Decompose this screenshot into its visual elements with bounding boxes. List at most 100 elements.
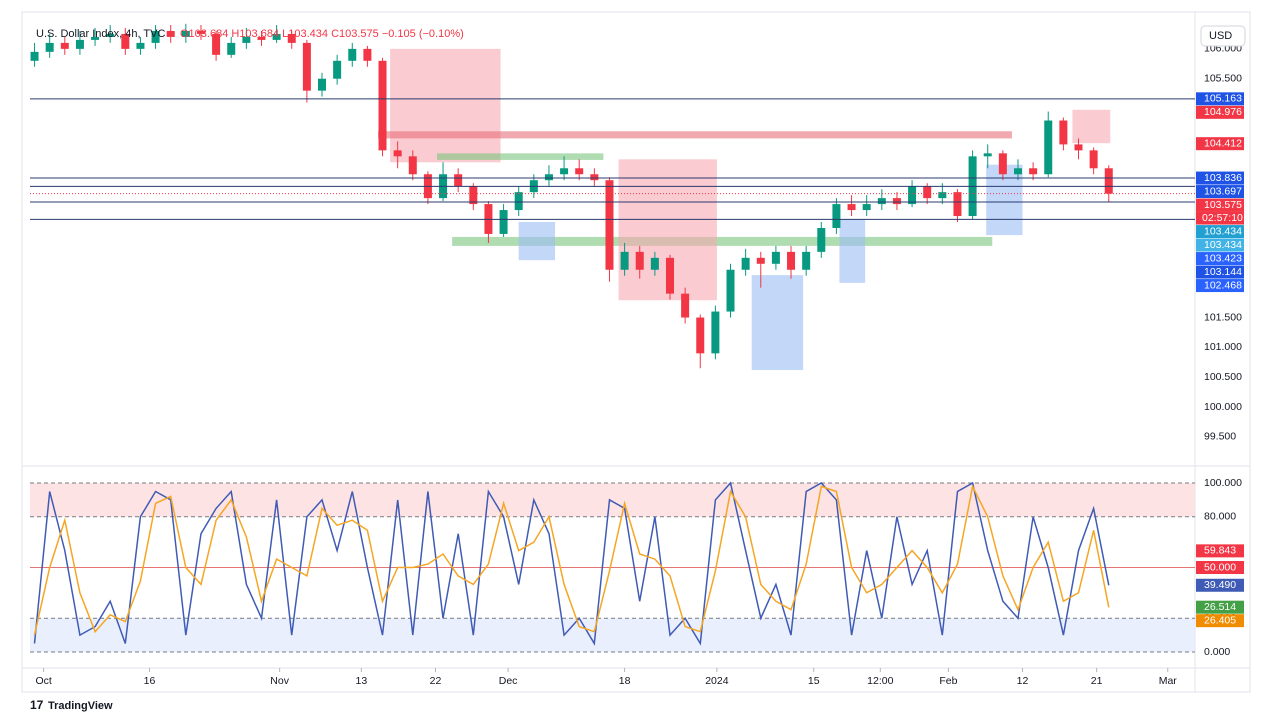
currency-label[interactable]: USD	[1209, 30, 1232, 42]
zone	[452, 236, 993, 246]
zone	[751, 275, 804, 371]
candle-body	[923, 186, 932, 199]
candle-body	[590, 174, 599, 181]
price-label: 102.468	[1204, 279, 1242, 291]
price-label-bg	[1196, 252, 1244, 266]
price-label-bg	[1196, 614, 1244, 628]
y-tick-label: 101.500	[1204, 311, 1242, 323]
candle-body	[454, 174, 463, 187]
candle-body	[938, 192, 947, 199]
candle-body	[681, 293, 690, 318]
timer-bg	[1196, 211, 1244, 225]
y-tick-label: 100.000	[1204, 477, 1242, 489]
price-label-bg	[1196, 578, 1244, 592]
candle-body	[560, 168, 569, 175]
price-label: 105.163	[1204, 93, 1242, 105]
candle-body	[242, 36, 251, 43]
candle-body	[1013, 168, 1022, 175]
x-tick-label: 12:00	[867, 675, 893, 687]
candle-body	[378, 60, 387, 151]
price-label-bg	[1196, 561, 1244, 574]
price-label-bg	[1196, 544, 1244, 558]
candle-body	[514, 192, 523, 211]
candle-body	[620, 251, 629, 270]
countdown: 02:57:10	[1202, 212, 1243, 224]
y-tick-label: 100.000	[1204, 401, 1242, 413]
plot-layer: 99.500100.000100.500101.000101.500102.00…	[30, 23, 1244, 687]
candle-body	[30, 51, 39, 61]
candle-body	[121, 33, 130, 49]
candle-body	[166, 30, 175, 37]
candle-body	[227, 42, 236, 55]
candle-body	[908, 186, 917, 205]
candle-body	[756, 257, 765, 264]
price-label-bg	[1196, 137, 1244, 151]
currency-button[interactable]	[1200, 25, 1246, 47]
band	[30, 618, 1195, 652]
chart-frame	[21, 11, 1251, 693]
x-tick-label: 15	[808, 675, 820, 687]
y-tick-label: 105.500	[1204, 72, 1242, 84]
price-label-bg	[1196, 600, 1244, 614]
price-label: 39.490	[1204, 579, 1236, 591]
candle-body	[1074, 144, 1083, 151]
price-label-bg	[1196, 198, 1244, 212]
price-label: 103.144	[1204, 266, 1242, 278]
candle-body	[711, 311, 720, 354]
candle-body	[91, 36, 100, 40]
candle-body	[212, 33, 221, 55]
price-label: 104.976	[1204, 106, 1242, 118]
x-tick-label: 21	[1091, 675, 1103, 687]
candle-body	[1044, 120, 1053, 175]
price-label-bg	[1196, 185, 1244, 199]
candle-body	[877, 198, 886, 205]
price-label: 50.000	[1204, 561, 1236, 573]
x-tick-label: Feb	[939, 675, 957, 687]
candle-body	[741, 257, 750, 270]
candle-body	[302, 42, 311, 91]
candle-body	[45, 42, 54, 52]
y-tick-label: 100.500	[1204, 371, 1242, 383]
candle-body	[1089, 150, 1098, 169]
candle-body	[862, 204, 871, 211]
candle-body	[1104, 168, 1113, 194]
price-label-bg	[1196, 265, 1244, 279]
x-tick-label: 12	[1017, 675, 1029, 687]
candle-body	[257, 36, 266, 40]
price-label: 103.423	[1204, 252, 1242, 264]
candle-body	[726, 269, 735, 312]
candle-body	[650, 257, 659, 270]
stoch-line	[33, 484, 1110, 636]
candle-body	[832, 204, 841, 228]
price-label: 103.697	[1204, 185, 1242, 197]
x-tick-label: Nov	[270, 675, 289, 687]
candle-body	[953, 192, 962, 217]
candle-body	[151, 30, 160, 43]
candle-body	[408, 156, 417, 175]
x-tick-label: 2024	[705, 675, 729, 687]
candle-body	[106, 33, 115, 37]
price-label: 59.843	[1204, 545, 1236, 557]
price-label: 26.405	[1204, 614, 1236, 626]
x-tick-label: Oct	[35, 675, 51, 687]
y-tick-label: 99.500	[1204, 431, 1236, 443]
candle-body	[847, 204, 856, 211]
candle-body	[318, 78, 327, 91]
candle-body	[983, 153, 992, 157]
candle-body	[605, 180, 614, 270]
x-tick-label: Mar	[1159, 675, 1178, 687]
zone	[839, 219, 866, 283]
candle-body	[272, 33, 281, 40]
candle-body	[787, 251, 796, 270]
zone	[1072, 109, 1111, 144]
candle-body	[393, 150, 402, 157]
brand: TradingView	[48, 700, 113, 712]
candle-body	[575, 168, 584, 175]
price-label-bg	[1196, 225, 1244, 239]
price-label-bg	[1196, 171, 1244, 185]
price-label: 103.836	[1204, 172, 1242, 184]
candle-body	[499, 210, 508, 234]
candle-body	[1029, 168, 1038, 175]
zone	[436, 153, 604, 160]
